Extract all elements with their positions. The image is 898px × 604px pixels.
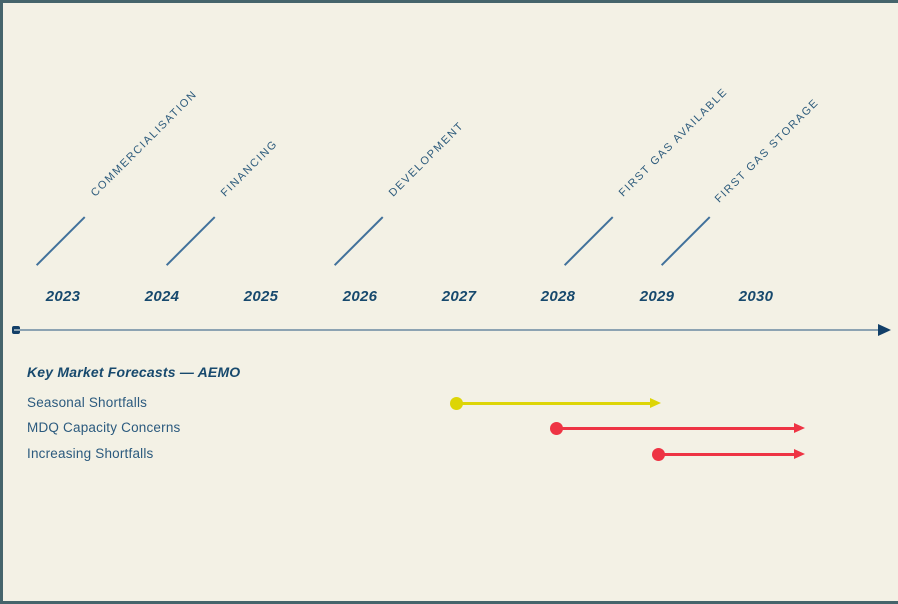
arrow-start-dot [450,396,463,410]
frame-bottom-border [0,601,898,604]
milestone-tick-line [660,216,711,266]
milestone-label-development: DEVELOPMENT [386,119,467,200]
milestone-tick-line [333,216,384,266]
frame-left-border [0,0,3,604]
milestone-label-first-gas-storage: FIRST GAS STORAGE [712,96,822,206]
arrow-start-dot [652,447,665,461]
milestone-tick-line [563,216,614,266]
arrow-shaft [659,452,794,456]
arrowhead-icon [794,423,805,433]
year-label: 2027 [441,288,477,305]
milestone-tick-line [35,216,86,266]
year-label: 2030 [738,288,774,305]
axis-arrowhead-icon [878,324,891,336]
arrow-shaft [557,427,794,430]
forecast-row-label: MDQ Capacity Concerns [27,420,181,435]
year-label: 2028 [540,288,576,305]
milestone-label-first-gas-available: FIRST GAS AVAILABLE [616,85,731,200]
year-label: 2026 [342,288,378,305]
milestone-label-commercialisation: COMMERCIALISATION [88,88,200,200]
year-label: 2024 [144,288,180,305]
frame-top-border [0,0,898,3]
timeline-axis [14,328,880,331]
milestone-label-financing: FINANCING [218,137,281,200]
forecast-row-label: Increasing Shortfalls [27,446,154,461]
arrowhead-icon [650,397,661,408]
year-label: 2029 [639,288,675,305]
milestone-tick-line [165,216,216,266]
arrow-shaft [457,401,650,405]
year-label: 2023 [45,288,81,305]
arrow-start-dot [550,422,563,435]
arrowhead-icon [794,448,805,459]
forecast-row-label: Seasonal Shortfalls [27,395,148,410]
forecasts-heading: Key Market Forecasts — AEMO [27,364,241,380]
year-label: 2025 [243,288,279,305]
